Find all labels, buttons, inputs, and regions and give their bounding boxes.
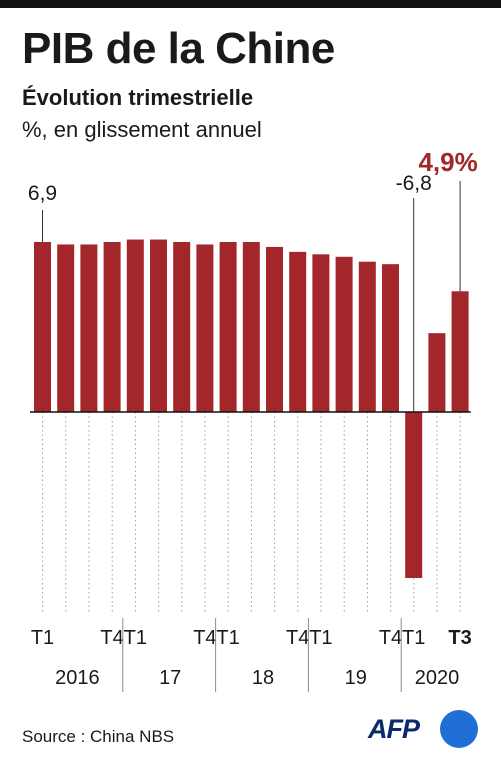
bar: [428, 333, 446, 412]
source-note: Source : China NBS: [22, 727, 175, 746]
bar: [173, 242, 191, 412]
top-rule: [0, 0, 501, 8]
chart-title: PIB de la Chine: [22, 24, 335, 73]
afp-logo: AFP: [368, 708, 480, 752]
bar: [150, 239, 167, 412]
quarter-tick-label: T4: [379, 627, 402, 649]
quarter-tick-label: T3: [448, 627, 471, 649]
bar: [196, 244, 214, 412]
bar: [57, 244, 75, 412]
value-label: -6,8: [396, 172, 432, 195]
year-label: 19: [345, 667, 367, 689]
year-label: 2020: [415, 667, 460, 689]
chart-unit-label: %, en glissement annuel: [22, 117, 262, 142]
year-label: 17: [159, 667, 181, 689]
bar: [451, 291, 469, 412]
bar: [266, 246, 283, 412]
bar: [103, 242, 121, 412]
quarter-tick-label: T1: [31, 627, 54, 649]
quarter-tick-label: T4: [193, 627, 216, 649]
year-label: 2016: [55, 667, 100, 689]
bar: [405, 412, 423, 578]
bar: [289, 251, 307, 412]
quarter-tick-label: T4: [100, 627, 123, 649]
bar: [312, 254, 330, 412]
bar: [34, 242, 51, 412]
afp-logo-dot: [440, 710, 478, 748]
value-label: 4,9%: [418, 147, 477, 177]
bar: [80, 244, 98, 412]
bar: [382, 264, 399, 412]
bar: [126, 239, 144, 412]
bar: [358, 261, 376, 412]
afp-logo-text: AFP: [368, 714, 420, 744]
quarter-tick-label: T1: [309, 627, 332, 649]
chart-subtitle: Évolution trimestrielle: [22, 85, 254, 110]
bar: [219, 242, 237, 412]
quarter-tick-label: T1: [216, 627, 239, 649]
quarter-tick-label: T1: [402, 627, 425, 649]
value-label: 6,9: [28, 182, 57, 205]
quarter-tick-label: T1: [124, 627, 147, 649]
quarter-tick-label: T4: [286, 627, 309, 649]
year-label: 18: [252, 667, 274, 689]
bar: [335, 256, 353, 412]
bar: [242, 242, 260, 412]
